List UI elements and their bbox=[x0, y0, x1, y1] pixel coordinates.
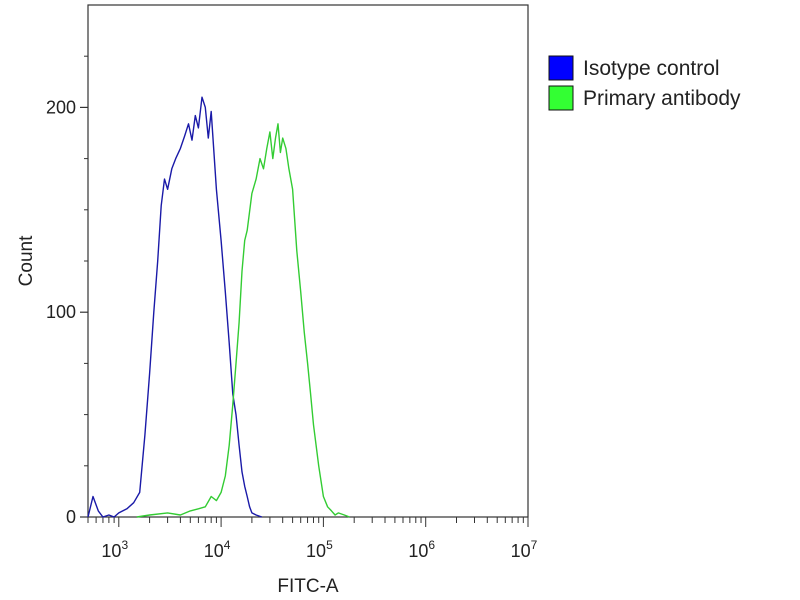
x-tick-label: 105 bbox=[306, 538, 333, 561]
legend: Isotype control Primary antibody bbox=[548, 55, 741, 111]
y-tick-label: 200 bbox=[46, 97, 76, 117]
x-tick-label: 103 bbox=[101, 538, 128, 561]
series-line-1 bbox=[87, 96, 263, 518]
legend-swatch bbox=[548, 85, 574, 111]
y-tick-label: 0 bbox=[66, 507, 76, 527]
y-axis-title: Count bbox=[16, 235, 37, 286]
x-tick-label: 106 bbox=[408, 538, 435, 561]
series-layer bbox=[87, 96, 350, 518]
legend-label: Primary antibody bbox=[583, 87, 741, 110]
x-tick-label: 107 bbox=[511, 538, 538, 561]
y-axis: 0 100 200 bbox=[46, 55, 88, 527]
plot-frame bbox=[87, 4, 529, 518]
legend-label: Isotype control bbox=[583, 57, 720, 80]
x-tick-label: 104 bbox=[204, 538, 231, 561]
y-tick-label: 100 bbox=[46, 302, 76, 322]
x-axis-title: FITC-A bbox=[277, 576, 339, 597]
x-axis: 103 104 105 106 107 bbox=[87, 517, 538, 561]
series-line-2 bbox=[136, 123, 350, 518]
legend-swatch bbox=[548, 55, 574, 81]
